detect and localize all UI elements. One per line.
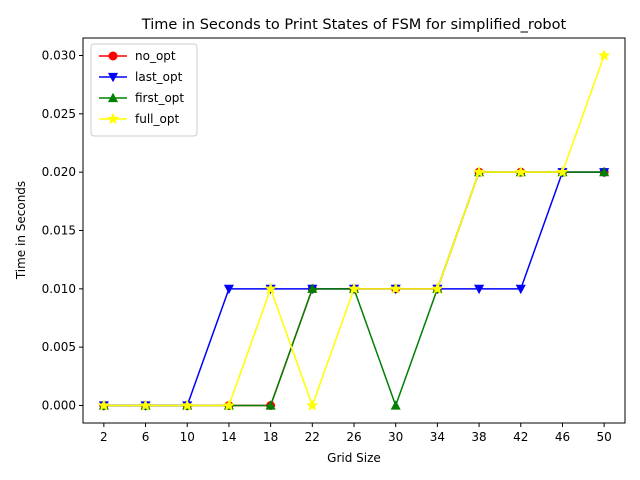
data-point	[222, 399, 235, 411]
data-point	[307, 283, 318, 293]
y-tick-label: 0.030	[42, 49, 76, 63]
data-point	[389, 282, 402, 294]
data-point	[474, 284, 485, 295]
data-point	[347, 282, 361, 294]
x-tick-label: 2	[100, 430, 108, 444]
legend-marker	[106, 112, 120, 125]
legend-label: last_opt	[135, 70, 183, 84]
y-tick-label: 0.005	[42, 340, 76, 354]
data-point	[97, 399, 110, 411]
legend-item-last_opt: last_opt	[99, 70, 183, 84]
chart-title: Time in Seconds to Print States of FSM f…	[141, 17, 567, 33]
data-point	[473, 165, 486, 178]
x-tick-label: 38	[471, 430, 486, 444]
data-point	[223, 284, 234, 295]
data-point	[265, 400, 276, 410]
x-tick-label: 46	[555, 430, 570, 444]
y-tick-label: 0.015	[42, 224, 76, 238]
data-point	[390, 400, 401, 410]
plot-area: 2 6 10 14 18 22 26 30 34 38 42 46 500.0000.0050.0100…	[42, 37, 626, 444]
x-tick-label: 6	[142, 430, 150, 444]
legend-label: no_opt	[135, 49, 176, 63]
data-point	[306, 399, 319, 411]
legend-label: full_opt	[135, 112, 179, 126]
legend-marker	[107, 92, 119, 103]
y-tick-label: 0.010	[42, 282, 76, 296]
legend-item-no_opt: no_opt	[99, 49, 176, 63]
legend-marker	[107, 72, 119, 83]
x-tick-label: 10	[180, 430, 195, 444]
legend-marker	[108, 51, 118, 61]
x-tick-label: 30	[388, 430, 403, 444]
legend-item-full_opt: full_opt	[99, 112, 179, 126]
x-tick-label: 18	[263, 430, 278, 444]
y-tick-label: 0.025	[42, 107, 76, 121]
legend-label: first_opt	[135, 91, 184, 105]
y-tick-label: 0.020	[42, 165, 76, 179]
data-point	[264, 282, 277, 294]
data-point	[598, 49, 611, 61]
legend-box	[90, 43, 198, 137]
x-axis-label: Grid Size	[327, 451, 381, 465]
x-tick-label: 50	[597, 430, 612, 444]
x-tick-label: 14	[221, 430, 236, 444]
legend-item-first_opt: first_opt	[99, 91, 184, 105]
x-tick-label: 42	[513, 430, 528, 444]
data-point	[556, 165, 569, 178]
data-point	[431, 282, 444, 294]
data-point	[514, 165, 527, 178]
data-point	[139, 399, 152, 411]
data-point	[515, 284, 526, 295]
data-point	[181, 399, 194, 411]
x-tick-label: 22	[305, 430, 320, 444]
y-tick-label: 0.000	[42, 399, 76, 413]
series-full_opt	[97, 49, 611, 411]
x-tick-label: 26	[346, 430, 361, 444]
data-point	[599, 166, 610, 177]
legend: no_opt last_opt first_opt full_opt	[90, 43, 198, 137]
y-axis-label: Time in Seconds	[14, 181, 28, 280]
x-tick-label: 34	[430, 430, 445, 444]
